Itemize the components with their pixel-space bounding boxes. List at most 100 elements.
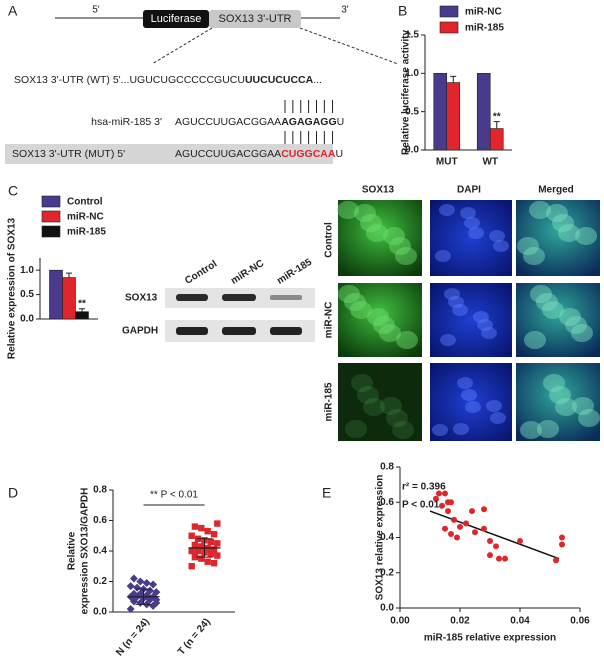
point: [463, 520, 469, 527]
image-row-label: miR-NC: [324, 302, 335, 339]
blot-row-label: GAPDH: [122, 326, 158, 337]
cell: [363, 398, 385, 416]
annotation: r² = 0.396: [402, 482, 446, 493]
point: [493, 543, 499, 550]
mut-tail: U: [335, 148, 343, 160]
legend-swatch: [439, 21, 459, 34]
point: [136, 577, 145, 586]
legend-swatch: [439, 5, 459, 18]
cell: [383, 227, 405, 245]
mir-site: AGAGAGG: [281, 116, 336, 128]
cell: [373, 316, 395, 334]
image-column-label: Merged: [538, 185, 574, 196]
cell: [354, 204, 376, 222]
cell: [552, 214, 574, 232]
cell: [555, 398, 577, 416]
mut-seq: AGUCCUUGACGGAA: [175, 148, 281, 160]
point: [149, 580, 158, 589]
three-prime: 3': [341, 5, 349, 16]
cell: [575, 227, 597, 245]
micrograph-grid: [337, 200, 600, 441]
point: [152, 598, 161, 607]
legend-label: miR-185: [465, 23, 504, 34]
mir-label: hsa-miR-185 3': [91, 116, 162, 128]
point: [198, 524, 205, 532]
blot-lane-label: miR-185: [275, 257, 314, 287]
pairing-bars: [284, 100, 334, 144]
micrograph: [338, 363, 422, 441]
point: [126, 582, 135, 591]
cell: [448, 296, 464, 308]
cell: [481, 327, 497, 339]
point: [210, 546, 218, 553]
mir-tail: U: [337, 116, 345, 128]
five-prime: 5': [92, 5, 100, 16]
y-tick-label: 1.5: [405, 30, 419, 41]
cell: [517, 237, 539, 255]
y-tick-label: 0.2: [380, 567, 394, 578]
sd-bar: [196, 538, 213, 558]
error-bar: [66, 272, 72, 278]
point: [445, 508, 451, 515]
x-axis-label: miR-185 relative expression: [424, 633, 556, 644]
annotation: ** P < 0.01: [150, 490, 198, 501]
cell: [344, 293, 366, 311]
cell: [460, 207, 476, 219]
point: [448, 530, 454, 537]
cell: [395, 247, 417, 265]
point: [194, 547, 202, 555]
cell: [578, 409, 600, 427]
x-tick-label: WT: [482, 157, 498, 168]
panel-label: E: [322, 485, 331, 501]
luciferase-box: [143, 10, 209, 28]
point: [214, 520, 221, 527]
point: [210, 560, 218, 567]
cell: [452, 304, 468, 316]
cell: [546, 204, 568, 222]
y-axis-label: Relative expression of SOX13: [7, 217, 18, 359]
cell: [432, 424, 448, 436]
cell: [453, 423, 469, 435]
utr-box: [209, 10, 301, 28]
y-tick-label: 0.6: [380, 497, 394, 508]
error-bar: [450, 75, 457, 83]
point: [198, 555, 205, 562]
wt-site: UUCUCUCCA: [245, 74, 314, 86]
legend-swatch: [41, 225, 61, 238]
x-tick-label: T (n = 24): [176, 617, 213, 658]
point: [442, 490, 448, 497]
cell: [396, 331, 418, 349]
cell: [558, 224, 580, 242]
point: [210, 531, 218, 538]
point: [487, 552, 493, 559]
cell: [444, 288, 460, 300]
y-tick-label: 0.4: [93, 546, 107, 557]
value-label: **: [78, 298, 86, 309]
bar: [62, 277, 76, 320]
point: [214, 540, 221, 547]
point: [207, 550, 215, 558]
point: [204, 527, 211, 535]
point: [198, 543, 205, 550]
cell: [536, 293, 558, 311]
cell: [439, 204, 455, 216]
point: [191, 523, 199, 530]
cell: [389, 237, 411, 255]
point: [433, 495, 439, 502]
point: [191, 553, 199, 561]
y-axis-label: SOX13 relative expression: [375, 475, 386, 601]
error-bar: [79, 308, 85, 312]
utr-label: SOX13 3'-UTR: [218, 13, 291, 25]
y-tick-label: 0.0: [380, 603, 394, 614]
bar: [446, 82, 461, 151]
y-tick-label: 1.0: [405, 68, 419, 79]
x-tick-label: N (n = 24): [114, 617, 152, 659]
y-tick-label: 0.0: [93, 607, 107, 618]
y-tick-label: 0.8: [93, 485, 107, 496]
y-axis-label: Relative luciferase activity: [401, 30, 412, 156]
mut-row: AGUCCUUGACGGAACUGGCAAU: [175, 148, 343, 160]
cell: [523, 247, 545, 265]
mut-site: CUGGCAA: [281, 148, 336, 160]
legend-label: miR-185: [67, 227, 106, 238]
